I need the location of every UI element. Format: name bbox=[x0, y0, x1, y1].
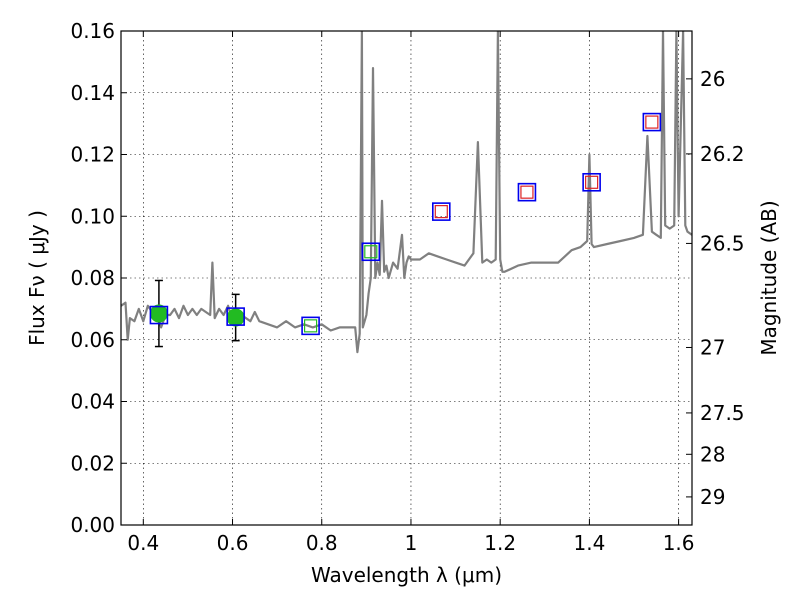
x-tick-label: 0.6 bbox=[217, 531, 249, 555]
model-square-red bbox=[434, 205, 448, 219]
y-tick-label: 0.00 bbox=[70, 513, 115, 537]
model-square-blue bbox=[301, 316, 320, 336]
model-square-blue bbox=[642, 112, 662, 132]
right-tick-label: 27.5 bbox=[700, 401, 745, 425]
observed-point bbox=[226, 308, 245, 327]
y-tick-label: 0.04 bbox=[70, 390, 115, 414]
x-tick-label: 1.2 bbox=[484, 531, 516, 555]
x-axis-label: Wavelength λ (μm) bbox=[311, 563, 502, 587]
model-square-red bbox=[520, 185, 534, 199]
model-square-blue bbox=[582, 172, 601, 192]
right-tick-label: 27 bbox=[700, 335, 725, 359]
right-tick-label: 26.2 bbox=[700, 142, 745, 166]
model-square-red bbox=[645, 115, 659, 129]
photometry-markers bbox=[149, 112, 662, 348]
x-tick-label: 1 bbox=[405, 531, 418, 555]
x-tick-label: 1.4 bbox=[573, 531, 605, 555]
right-tick-label: 29 bbox=[700, 485, 725, 509]
model-square-green bbox=[364, 245, 378, 259]
y-tick-label: 0.06 bbox=[70, 328, 115, 352]
y-tick-label: 0.08 bbox=[70, 266, 115, 290]
x-tick-label: 0.8 bbox=[306, 531, 338, 555]
model-square-blue bbox=[149, 305, 169, 325]
y-tick-label: 0.02 bbox=[70, 451, 115, 475]
y-tick-label: 0.16 bbox=[70, 19, 115, 43]
model-square-green bbox=[303, 319, 318, 333]
observed-point bbox=[149, 304, 168, 323]
model-square-blue bbox=[361, 242, 381, 262]
y-tick-label: 0.14 bbox=[70, 81, 115, 105]
grid bbox=[121, 30, 692, 526]
right-tick-label: 28 bbox=[700, 442, 725, 466]
plot-series bbox=[121, 31, 692, 354]
right-tick-label: 26 bbox=[700, 67, 725, 91]
spectrum-line bbox=[121, 31, 692, 354]
model-square-blue bbox=[517, 182, 537, 202]
right-tick-label: 26.5 bbox=[700, 231, 745, 255]
model-square-blue bbox=[226, 307, 245, 326]
y-axis-label: Flux Fν ( μJy ) bbox=[25, 210, 49, 346]
model-square-blue bbox=[431, 202, 451, 221]
y-tick-label: 0.12 bbox=[70, 143, 115, 167]
y-tick-label: 0.10 bbox=[70, 204, 115, 228]
right-axis-label: Magnitude (AB) bbox=[757, 200, 781, 355]
model-square-red bbox=[585, 175, 599, 189]
axis-ticks: 0.4 0.6 0.8 1 1.2 1.4 1.6 0.00 0.02 0.04 0.06 0.08 0… bbox=[70, 19, 744, 555]
x-tick-label: 1.6 bbox=[663, 531, 695, 555]
x-tick-label: 0.4 bbox=[127, 531, 159, 555]
